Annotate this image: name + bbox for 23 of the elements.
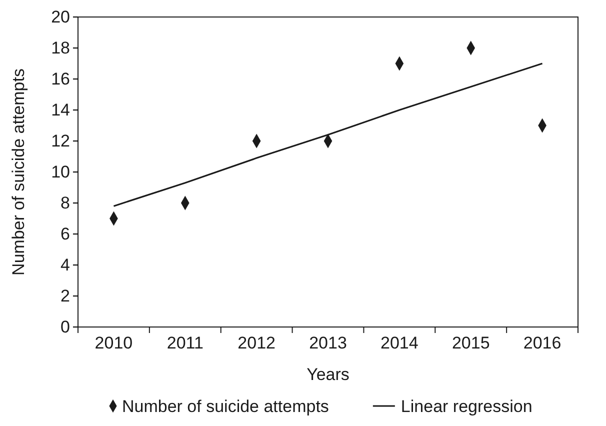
y-tick-label: 14	[51, 100, 70, 120]
y-tick-label: 16	[51, 69, 70, 88]
y-tick-label: 0	[60, 317, 70, 336]
legend-label: Linear regression	[400, 397, 532, 416]
x-tick-label: 2014	[380, 334, 418, 353]
legend-label: Number of suicide attempts	[122, 397, 329, 416]
x-tick-label: 2013	[309, 334, 347, 353]
x-tick-label: 2010	[94, 334, 133, 353]
y-tick-label: 2	[60, 286, 70, 306]
y-tick-label: 18	[51, 38, 70, 58]
y-tick-label: 6	[60, 224, 70, 244]
x-tick-label: 2016	[523, 334, 562, 353]
y-tick-label: 20	[51, 7, 70, 26]
y-axis-title: Number of suicide attempts	[9, 68, 28, 276]
y-tick-label: 12	[51, 131, 70, 150]
x-tick-label: 2011	[166, 334, 204, 353]
x-tick-label: 2012	[238, 334, 276, 353]
y-tick-label: 8	[60, 193, 70, 212]
line-series	[112, 62, 544, 207]
y-tick-label: 4	[60, 255, 70, 274]
x-axis-title: Years	[306, 365, 350, 384]
y-tick-label: 10	[51, 162, 70, 182]
x-tick-label: 2015	[452, 334, 490, 353]
